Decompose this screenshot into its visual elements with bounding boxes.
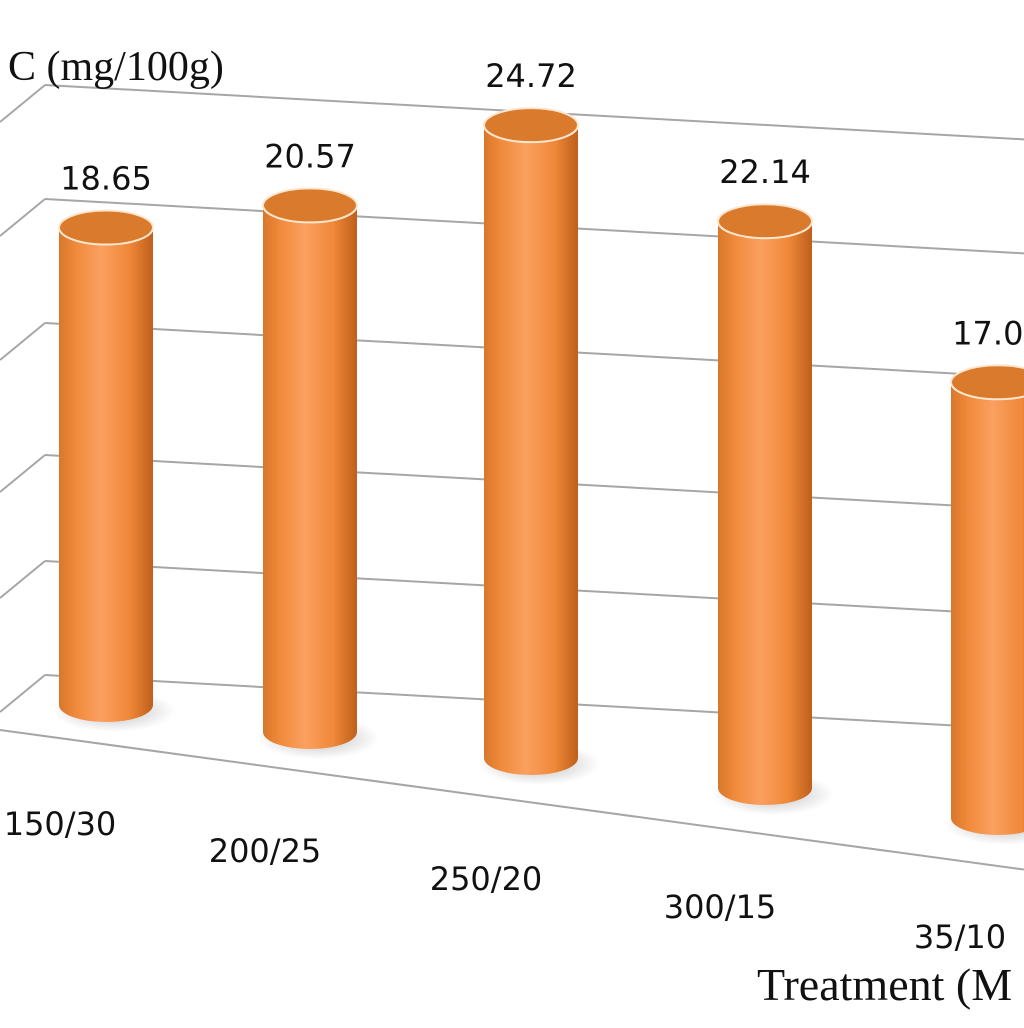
bar-top-35/10 (950, 364, 1024, 401)
data-label: 22.14 (719, 153, 811, 191)
bar-top-300/15 (717, 203, 813, 240)
x-tick-label: 150/30 (4, 805, 117, 843)
bar-top-150/30 (58, 209, 154, 246)
gridline-side (0, 560, 46, 599)
x-tick-label: 200/25 (209, 832, 322, 870)
data-label: 18.65 (60, 160, 152, 198)
gridline-side (0, 674, 46, 713)
x-tick-label: 35/10 (914, 918, 1006, 956)
bar-35/10 (951, 382, 1024, 835)
bar-300/15 (718, 221, 812, 805)
bar-top-250/20 (483, 107, 579, 144)
bar-top-200/25 (262, 187, 358, 224)
bar-250/20 (484, 125, 578, 776)
y-axis-title: C (mg/100g) (8, 44, 224, 90)
gridline-side (0, 84, 46, 123)
x-tick-labels: 150/30 200/25 250/20 300/15 35/10 (4, 805, 1006, 956)
bar-200/25 (263, 205, 357, 749)
gridline-side (0, 198, 46, 237)
data-label: 17.02 (952, 314, 1024, 352)
bars (58, 107, 1024, 835)
x-tick-label: 300/15 (664, 888, 777, 926)
gridline-side (0, 454, 46, 493)
data-labels: 18.65 20.57 24.72 22.14 17.02 (60, 57, 1024, 352)
gridline-side (0, 322, 46, 361)
floor-edge (0, 729, 1024, 871)
data-label: 20.57 (264, 137, 356, 175)
x-axis-title: Treatment (M (757, 959, 1012, 1010)
data-label: 24.72 (485, 57, 577, 95)
x-tick-label: 250/20 (430, 860, 543, 898)
bar-150/30 (59, 227, 153, 722)
